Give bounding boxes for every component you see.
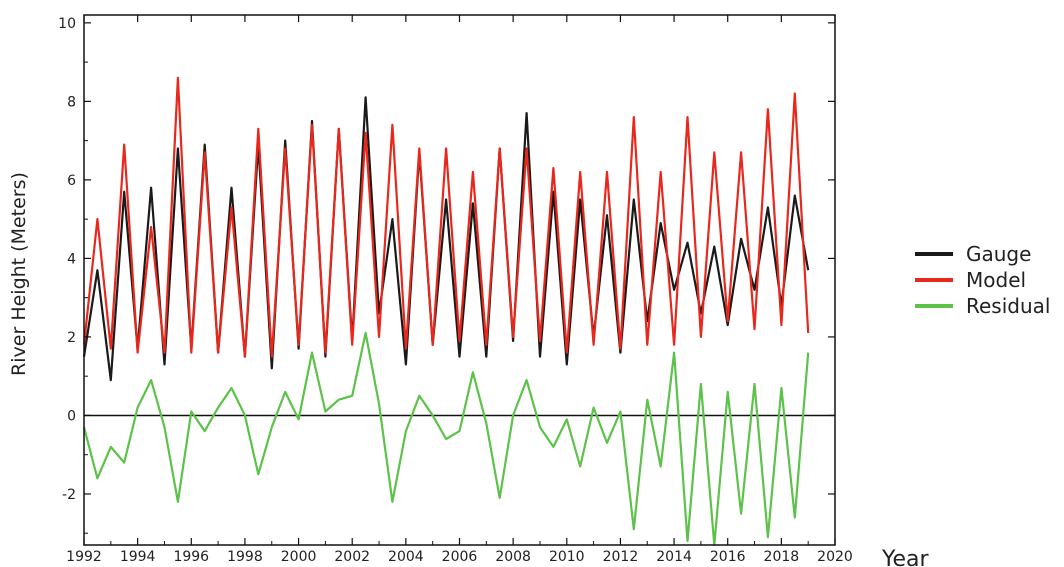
legend-label-residual: Residual [966, 294, 1050, 318]
x-tick-label: 2010 [549, 549, 585, 565]
x-tick-label: 2018 [764, 549, 800, 565]
plot-background [84, 15, 835, 545]
x-tick-label: 1996 [173, 549, 209, 565]
x-tick-label: 2020 [817, 549, 853, 565]
x-axis: 1992 1994 1996 1998 2000 2002 2004 2006 2008 2010… [66, 15, 853, 565]
series-line-residual [82, 331, 810, 547]
x-tick-label: 1994 [120, 549, 156, 565]
series-lines [82, 76, 810, 547]
y-tick-label: -2 [62, 487, 76, 503]
x-tick-label: 2006 [442, 549, 478, 565]
plot-area [84, 15, 835, 545]
y-tick-label: 6 [67, 173, 76, 189]
y-tick-label: 10 [58, 16, 76, 32]
y-tick-label: 4 [67, 251, 76, 267]
x-tick-label: 2012 [603, 549, 639, 565]
y-tick-label: 0 [67, 408, 76, 424]
x-tick-label: 2000 [281, 549, 317, 565]
series-line-model [82, 76, 810, 358]
legend-label-gauge: Gauge [966, 242, 1031, 266]
y-axis-title: River Height (Meters) [8, 172, 30, 376]
y-tick-label: 2 [67, 330, 76, 346]
x-tick-label: 2004 [388, 549, 424, 565]
series-line-gauge [82, 96, 810, 382]
y-tick-label: 8 [67, 94, 76, 110]
x-tick-label: 1992 [66, 549, 102, 565]
x-tick-label: 2008 [495, 549, 531, 565]
legend-label-model: Model [966, 268, 1026, 292]
x-tick-label: 2002 [334, 549, 370, 565]
x-axis-title: Year [881, 547, 930, 567]
x-tick-label: 1998 [227, 549, 263, 565]
y-axis: -2 0 2 4 6 8 10 [58, 16, 835, 534]
x-tick-label: 2014 [656, 549, 692, 565]
x-tick-label: 2016 [710, 549, 746, 565]
